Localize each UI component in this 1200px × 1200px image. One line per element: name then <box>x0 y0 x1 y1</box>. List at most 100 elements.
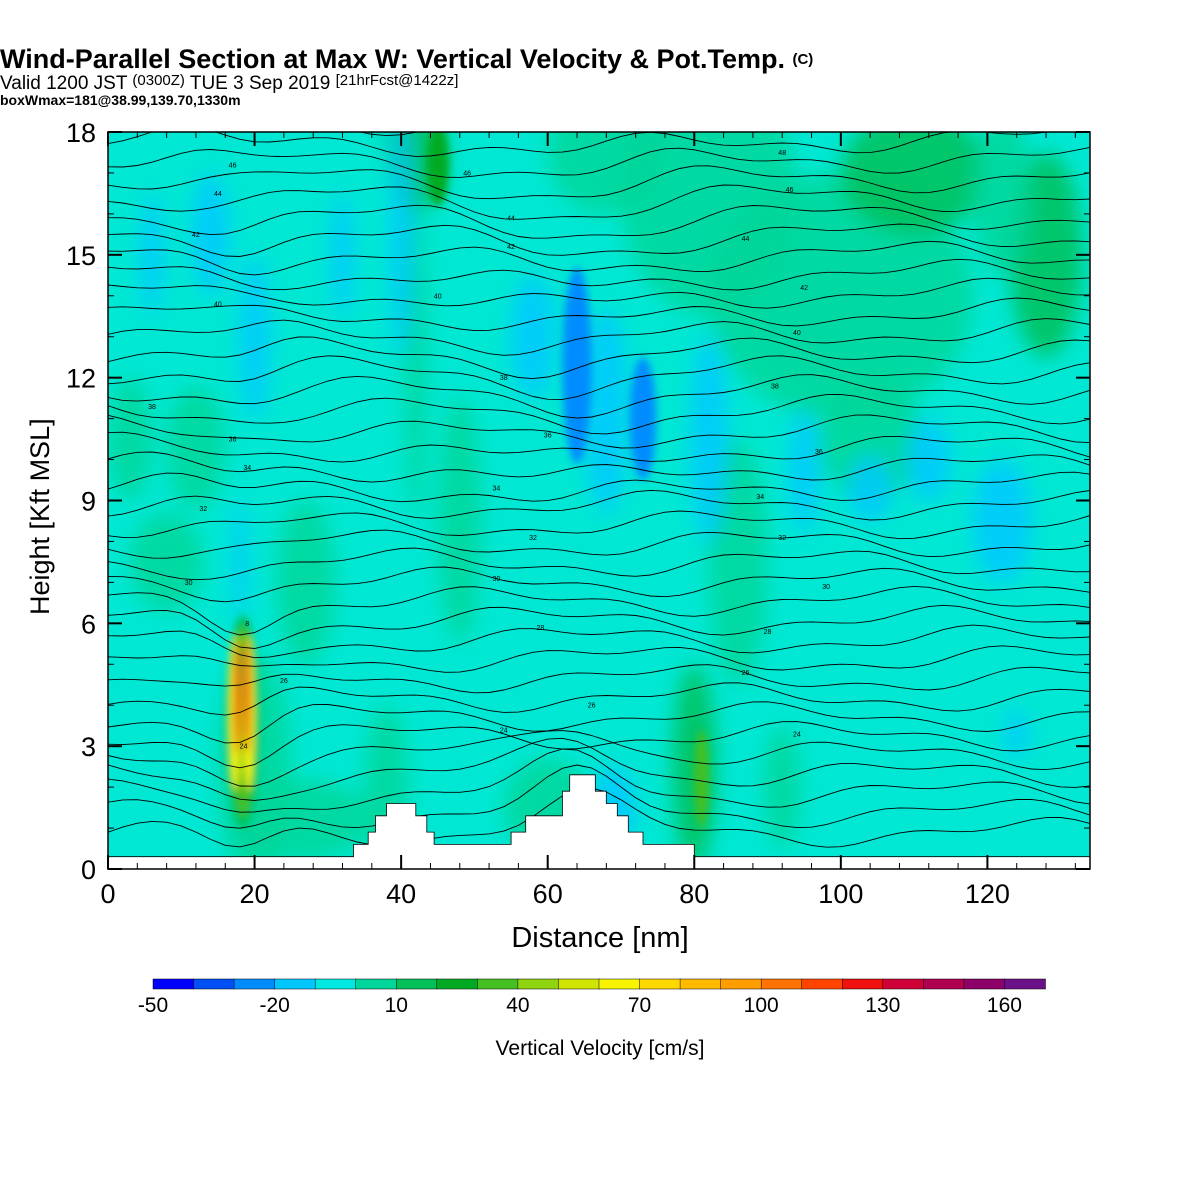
theta-contour-label: 46 <box>786 187 794 194</box>
y-tick-label: 0 <box>81 855 96 885</box>
field-blob <box>629 357 657 481</box>
title-mark: (C) <box>792 51 814 68</box>
y-tick-label: 15 <box>66 241 96 271</box>
theta-contour-line <box>108 336 1090 380</box>
field-blob <box>818 377 922 501</box>
theta-contour-line <box>108 240 1090 276</box>
field-blob <box>763 725 801 849</box>
field-blob <box>562 267 592 464</box>
theta-contour-line <box>108 184 1090 220</box>
colorbar: -50 -20 10 40 70 100 130 160 <box>138 978 1046 1017</box>
y-tick-label: 9 <box>81 487 96 517</box>
colorbar-tick-label: 100 <box>744 994 779 1017</box>
colorbar-tick-label: 130 <box>865 994 900 1017</box>
theta-contour-label: 34 <box>243 465 251 472</box>
theta-contour-label: 40 <box>434 293 442 300</box>
theta-contour-line <box>108 510 1090 540</box>
theta-contour-label: 44 <box>742 236 750 243</box>
theta-contour-label: 42 <box>192 232 200 239</box>
theta-contour-label: 44 <box>214 191 222 198</box>
theta-contour-line <box>108 489 1090 521</box>
theta-contour-line <box>108 748 1090 813</box>
field-blob <box>437 398 482 644</box>
theta-contour-line <box>108 624 1090 659</box>
field-blob <box>166 385 226 509</box>
colorbar-swatch <box>760 978 803 990</box>
theta-contour-label: 42 <box>507 244 515 251</box>
colorbar-tick-label: 10 <box>385 994 408 1017</box>
theta-contour-line <box>108 393 1090 435</box>
theta-contour-line <box>108 730 1090 787</box>
theta-contour-line <box>108 585 1090 636</box>
field-blob <box>129 512 204 612</box>
field-blob <box>840 132 988 235</box>
y-axis-title: Height [Kft MSL] <box>25 418 55 615</box>
colorbar-swatch <box>720 978 762 990</box>
y-tick-label: 6 <box>81 609 96 639</box>
y-tick-label: 18 <box>66 118 96 148</box>
theta-contour-label: 36 <box>815 449 823 456</box>
theta-contour-label: 32 <box>778 535 786 542</box>
theta-contour-label: 34 <box>756 494 764 501</box>
theta-contour-line <box>108 355 1090 400</box>
field-blob <box>584 308 629 513</box>
x-tick-label: 0 <box>100 879 115 909</box>
x-tick-label: 100 <box>818 879 863 909</box>
colorbar-swatch <box>274 978 316 990</box>
x-tick-label: 120 <box>965 879 1010 909</box>
colorbar-tick-label: -50 <box>138 994 168 1017</box>
field-blob <box>972 459 1032 583</box>
colorbar-swatch <box>517 978 560 990</box>
theta-contour-line <box>108 787 1090 848</box>
colorbar-swatch <box>233 978 276 990</box>
field-blob <box>848 455 893 521</box>
field-blob <box>1005 709 1028 759</box>
theta-contour-line <box>108 277 1090 309</box>
colorbar-swatch <box>152 978 195 990</box>
theta-contour-line <box>108 431 1090 463</box>
theta-contour-label: 26 <box>280 678 288 685</box>
x-axis-title: Distance [nm] <box>511 922 689 954</box>
theta-contour-label: 36 <box>544 432 552 439</box>
field-blob <box>694 729 709 829</box>
theta-contour-label: 26 <box>742 670 750 677</box>
colorbar-tick-label: 160 <box>987 994 1022 1017</box>
theta-contour-label: 30 <box>493 576 501 583</box>
colorbar-swatch <box>193 978 235 990</box>
theta-contour-label: 38 <box>148 404 156 411</box>
field-blob <box>390 132 413 358</box>
terrain <box>108 774 1090 869</box>
colorbar-swatch <box>801 978 844 990</box>
theta-contour-label: 30 <box>185 580 193 587</box>
field-blob <box>140 193 163 317</box>
colorbar-swatch <box>963 978 1006 990</box>
colorbar-swatch <box>882 978 925 990</box>
valid-prefix: Valid 1200 JST <box>0 73 128 94</box>
theta-contour-label: 26 <box>588 703 596 710</box>
colorbar-tick-label: -20 <box>259 994 289 1017</box>
theta-contour-label: 44 <box>507 215 515 222</box>
field-blob <box>244 639 251 755</box>
colorbar-swatch <box>477 978 519 990</box>
field-blob <box>708 172 973 419</box>
field-blob <box>672 664 717 869</box>
colorbar-title: Vertical Velocity [cm/s] <box>495 1037 705 1060</box>
theta-contour-label: 38 <box>771 383 779 390</box>
theta-contour-label: 24 <box>240 744 248 751</box>
theta-contour-label: 36 <box>229 437 237 444</box>
field-blob <box>906 418 951 501</box>
colorbar-swatch <box>314 978 357 990</box>
chart-title: Wind-Parallel Section at Max W: Vertical… <box>0 44 1200 75</box>
theta-contour-line <box>108 471 1090 503</box>
forecast-info: [21hrFcst@1422z] <box>335 72 459 89</box>
field-blob <box>690 336 728 542</box>
colorbar-swatch <box>842 978 884 990</box>
theta-contour-line <box>108 547 1090 581</box>
theta-contour-line <box>108 604 1090 649</box>
theta-contour-line <box>108 165 1090 200</box>
theta-contour-label: 32 <box>529 535 537 542</box>
theta-contour-label: 24 <box>793 731 801 738</box>
theta-contour-line <box>108 682 1090 716</box>
theta-contour-label: 8 <box>245 621 249 628</box>
box-info: boxWmax=181@38.99,139.70,1330m <box>0 92 241 108</box>
